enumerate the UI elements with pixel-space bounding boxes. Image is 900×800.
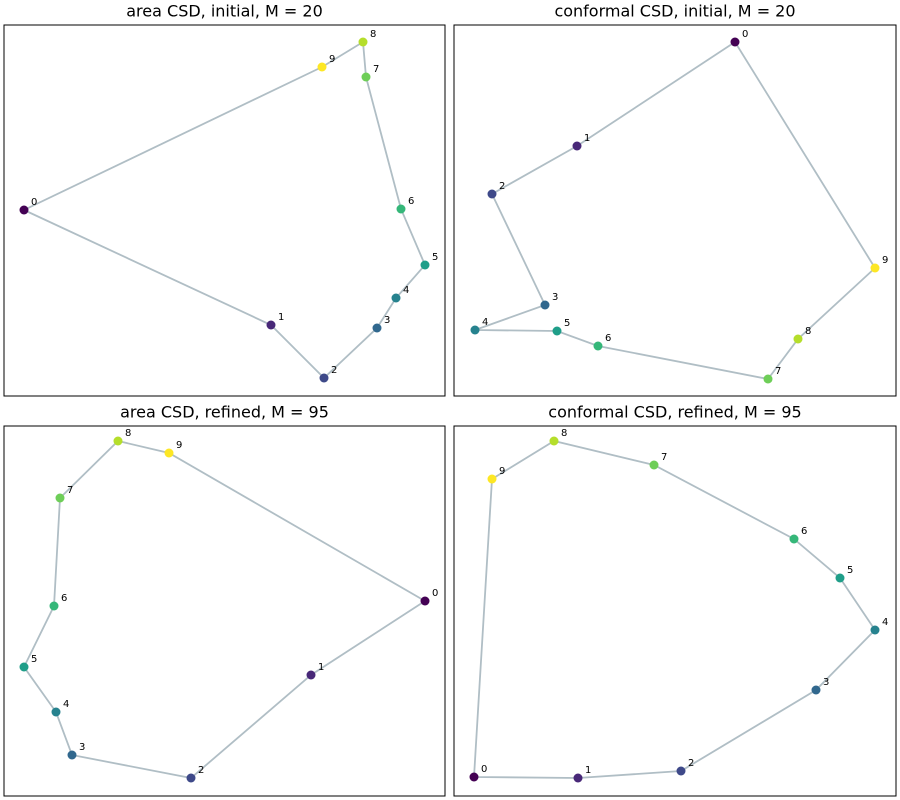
point [319, 373, 329, 383]
point [540, 300, 550, 310]
point-label: 7 [67, 485, 73, 496]
point-label: 5 [564, 318, 570, 329]
point [870, 625, 880, 635]
point [67, 750, 77, 760]
point [49, 601, 59, 611]
point-label: 1 [278, 312, 284, 323]
point-label: 0 [31, 197, 37, 208]
point [391, 293, 401, 303]
point-label: 7 [373, 64, 379, 75]
point [19, 662, 29, 672]
point-label: 0 [742, 29, 748, 40]
point-label: 7 [661, 452, 667, 463]
point-label: 9 [882, 255, 888, 266]
point-label: 6 [801, 526, 807, 537]
point [306, 670, 316, 680]
point-label: 2 [499, 181, 505, 192]
panel-title: area CSD, refined, M = 95 [120, 403, 329, 422]
point [113, 436, 123, 446]
point-label: 2 [331, 365, 337, 376]
point [186, 773, 196, 783]
point [358, 37, 368, 47]
point [361, 72, 371, 82]
point [51, 707, 61, 717]
point [676, 766, 686, 776]
point-label: 4 [403, 285, 409, 296]
point-label: 9 [176, 440, 182, 451]
point [593, 341, 603, 351]
point-label: 1 [318, 662, 324, 673]
plot-frame [453, 24, 897, 397]
point-label: 0 [481, 764, 487, 775]
panel-title: conformal CSD, refined, M = 95 [548, 403, 801, 422]
point [469, 772, 479, 782]
point-label: 3 [823, 677, 829, 688]
panel-title: area CSD, initial, M = 20 [126, 2, 323, 21]
point-label: 3 [552, 292, 558, 303]
point [487, 474, 497, 484]
point-label: 5 [31, 654, 37, 665]
point-label: 2 [688, 758, 694, 769]
point-label: 7 [775, 366, 781, 377]
panel-title: conformal CSD, initial, M = 20 [554, 2, 795, 21]
point [730, 37, 740, 47]
polygon-line [474, 40, 877, 380]
point [835, 573, 845, 583]
point [317, 62, 327, 72]
point [420, 596, 430, 606]
point-label: 4 [482, 317, 488, 328]
point-label: 2 [198, 765, 204, 776]
point [549, 436, 559, 446]
point [649, 460, 659, 470]
point-label: 8 [370, 29, 376, 40]
plot-frame [453, 425, 897, 797]
point [552, 326, 562, 336]
point [789, 534, 799, 544]
point [372, 323, 382, 333]
point [266, 320, 276, 330]
point-label: 5 [432, 252, 438, 263]
point-label: 8 [561, 428, 567, 439]
plot-frame [3, 24, 446, 397]
point-label: 3 [384, 315, 390, 326]
point [19, 205, 29, 215]
point [396, 204, 406, 214]
point-label: 9 [499, 466, 505, 477]
plot-frame [3, 425, 446, 797]
point [793, 334, 803, 344]
point-label: 4 [63, 699, 69, 710]
point [487, 189, 497, 199]
point [811, 685, 821, 695]
point [870, 263, 880, 273]
point-label: 5 [847, 565, 853, 576]
point [470, 325, 480, 335]
point [164, 448, 174, 458]
polygon-line [22, 440, 427, 779]
point-label: 6 [605, 333, 611, 344]
point-label: 3 [79, 742, 85, 753]
point-label: 1 [585, 765, 591, 776]
point-label: 8 [805, 326, 811, 337]
point-label: 6 [61, 593, 67, 604]
point [573, 773, 583, 783]
point [55, 493, 65, 503]
point [763, 374, 773, 384]
point-label: 0 [432, 588, 438, 599]
point-label: 1 [584, 133, 590, 144]
point-label: 6 [408, 196, 414, 207]
polygon-line [21, 40, 427, 380]
point-label: 9 [329, 54, 335, 65]
point [572, 141, 582, 151]
polygon-line [473, 440, 877, 779]
point [420, 260, 430, 270]
point-label: 4 [882, 617, 888, 628]
point-label: 8 [125, 428, 131, 439]
